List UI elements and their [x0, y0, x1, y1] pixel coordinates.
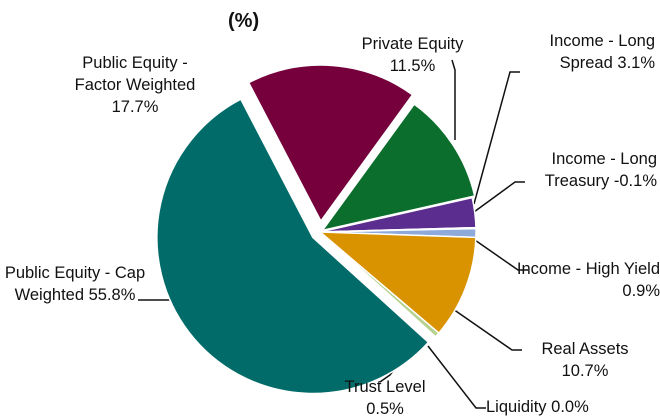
category-label: Public Equity - Cap Weighted — [4, 264, 146, 304]
category-label: Private Equity — [361, 35, 464, 53]
slice-label: Real Assets 10.7% — [525, 338, 645, 382]
slice-label: Private Equity 11.5% — [345, 33, 480, 77]
value-label: -0.1% — [613, 172, 657, 190]
slice-label: Trust Level 0.5% — [330, 376, 440, 418]
category-label: Income - High Yield — [516, 260, 660, 278]
leader-lines — [138, 59, 528, 409]
leader-line — [473, 181, 525, 213]
value-label: 0.5% — [366, 400, 404, 418]
category-label: Trust Level — [344, 378, 426, 396]
leader-line — [471, 237, 528, 271]
value-label: 55.8% — [88, 286, 136, 304]
category-label: Income - Long Treasury — [544, 150, 657, 190]
leader-line — [473, 71, 520, 205]
leader-line — [451, 59, 456, 140]
slice-label: Income - Long Spread 3.1% — [505, 30, 655, 74]
pie-slice — [319, 231, 440, 338]
value-label: 10.7% — [561, 362, 609, 380]
pie-slice — [247, 64, 414, 223]
value-label: 0.0% — [551, 398, 589, 416]
value-label: 17.7% — [111, 98, 159, 116]
pie-slice — [317, 231, 477, 335]
leader-line — [427, 345, 486, 409]
leader-line — [439, 299, 522, 351]
slice-label: Public Equity - Factor Weighted 17.7% — [70, 52, 200, 118]
category-label: Liquidity — [486, 398, 547, 416]
slice-label: Income - Long Treasury -0.1% — [500, 148, 657, 192]
slice-label: Liquidity 0.0% — [486, 396, 656, 418]
category-label: Public Equity - Factor Weighted — [74, 54, 196, 94]
slice-label: Public Equity - Cap Weighted 55.8% — [0, 262, 150, 306]
pie-slice — [320, 103, 476, 232]
chart-title: (%) — [228, 10, 260, 32]
slice-label: Income - High Yield 0.9% — [515, 258, 660, 302]
value-label: 11.5% — [389, 57, 436, 75]
category-label: Real Assets — [541, 340, 629, 358]
value-label: 0.9% — [622, 282, 660, 300]
pie-slice — [156, 98, 430, 395]
category-label: Income - Long Spread — [549, 32, 655, 72]
value-label: 3.1% — [617, 54, 655, 72]
